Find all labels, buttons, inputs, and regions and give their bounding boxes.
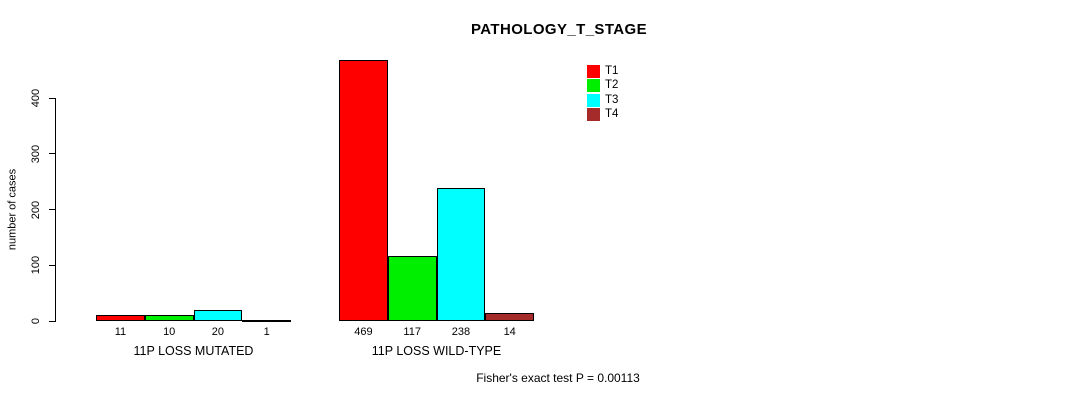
- y-axis-tick: [49, 320, 55, 322]
- bar-t2-group2: [387, 256, 437, 321]
- legend-label: T1: [605, 64, 619, 77]
- bar-value-label: 238: [451, 326, 471, 338]
- bar-value-label: 10: [163, 326, 176, 338]
- statistical-test-annotation: Fisher's exact test P = 0.00113: [476, 371, 640, 385]
- bar-value-label: 20: [211, 326, 225, 338]
- legend-row: T4: [587, 108, 618, 122]
- bar-t1-group2: [339, 60, 388, 321]
- bar-value-label: 117: [403, 326, 421, 338]
- chart-title: PATHOLOGY_T_STAGE: [471, 21, 647, 38]
- bar-t1-group1: [96, 315, 145, 321]
- bar-t3-group2: [436, 188, 486, 321]
- legend-row: T1: [587, 64, 618, 78]
- bar-value-label: 14: [503, 326, 516, 338]
- legend: T1 T2 T3 T4: [587, 64, 618, 122]
- bar-t3-group1: [193, 310, 243, 321]
- bar-value-label: 11: [114, 326, 127, 338]
- y-axis-tick-label: 400: [30, 88, 42, 108]
- bar-t4-group1: [242, 320, 292, 322]
- y-axis-tick-label: 100: [30, 256, 42, 275]
- group-label: 11P LOSS MUTATED: [133, 344, 254, 358]
- y-axis-tick-label: 0: [30, 317, 42, 325]
- bar-value-label: 1: [263, 326, 270, 338]
- legend-label: T2: [605, 79, 619, 91]
- legend-row: T2: [587, 79, 618, 93]
- y-axis-line: [55, 98, 56, 322]
- legend-row: T3: [587, 93, 618, 107]
- legend-label: T4: [605, 108, 619, 120]
- legend-swatch-t1: [587, 64, 600, 78]
- bar-t2-group1: [144, 315, 194, 321]
- y-axis-tick: [49, 264, 55, 266]
- bar-value-label: 469: [354, 326, 373, 338]
- y-axis-tick-label: 200: [30, 200, 42, 219]
- y-axis-tick: [49, 153, 55, 155]
- y-axis-tick-label: 300: [30, 144, 42, 163]
- legend-swatch-t4: [587, 108, 600, 121]
- legend-swatch-t2: [587, 79, 600, 92]
- group-label: 11P LOSS WILD-TYPE: [371, 344, 502, 358]
- y-axis-tick: [49, 97, 55, 99]
- y-axis-tick: [49, 209, 55, 210]
- legend-label: T3: [605, 93, 619, 106]
- legend-swatch-t3: [587, 93, 600, 107]
- y-axis-title: number of cases: [6, 168, 19, 251]
- bar-t4-group2: [485, 313, 535, 321]
